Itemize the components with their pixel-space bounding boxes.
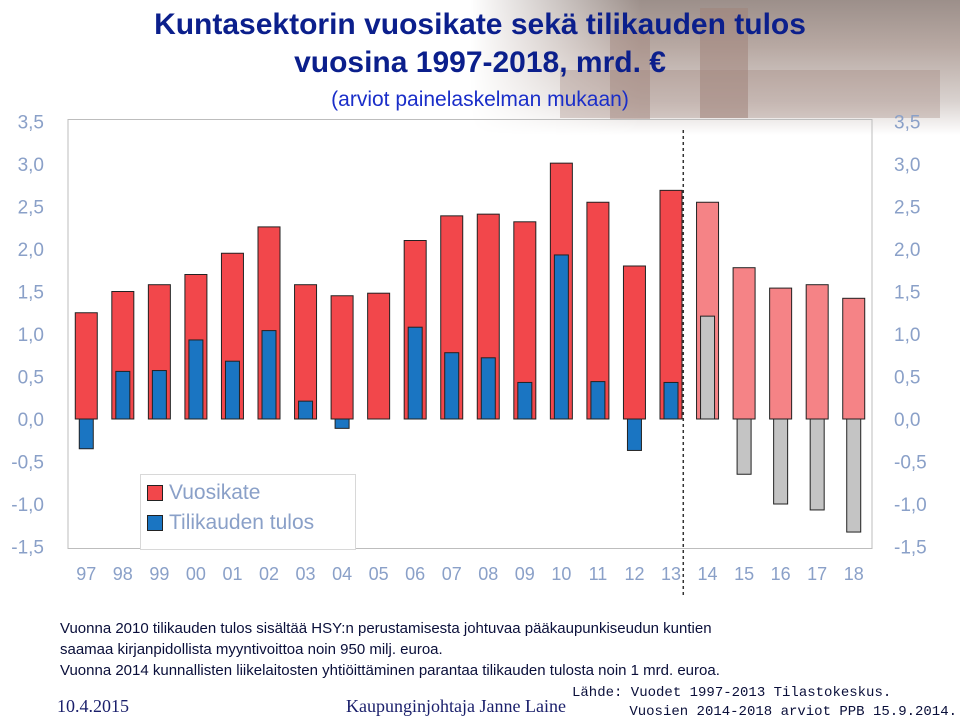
y-tick-label-right: 0,5 <box>894 368 920 389</box>
bar-tilikauden-tulos-99 <box>151 370 167 420</box>
x-tick-label: 14 <box>698 564 718 584</box>
source-line-1: Lähde: Vuodet 1997-2013 Tilastokeskus. <box>572 685 892 701</box>
bar-tilikauden-tulos-12 <box>626 418 642 451</box>
bar-tilikauden-tulos-17 <box>809 418 825 511</box>
source-note: Lähde: Vuodet 1997-2013 Tilastokeskus. V… <box>572 684 957 722</box>
bar-tilikauden-tulos-06 <box>407 326 423 420</box>
bar-tilikauden-tulos-98 <box>115 370 131 420</box>
x-tick-label: 12 <box>624 564 644 584</box>
chart-title-line-1: Kuntasektorin vuosikate sekä tilikauden … <box>154 8 806 41</box>
bar-vuosikate-12 <box>622 265 646 420</box>
x-tick-label: 99 <box>149 564 169 584</box>
bar-tilikauden-tulos-18 <box>846 418 862 533</box>
x-tick-label: 97 <box>76 564 96 584</box>
x-tick-label: 18 <box>844 564 864 584</box>
bar-vuosikate-97 <box>74 312 98 420</box>
bar-tilikauden-tulos-04 <box>334 418 350 429</box>
y-tick-label-right: 0,0 <box>894 410 920 431</box>
bar-vuosikate-05 <box>367 292 391 420</box>
note-line: saamaa kirjanpidollista myyntivoittoa no… <box>60 641 443 658</box>
y-tick-label-right: 2,5 <box>894 198 920 219</box>
bar-tilikauden-tulos-00 <box>188 339 204 420</box>
x-tick-label: 07 <box>442 564 462 584</box>
bar-tilikauden-tulos-08 <box>480 357 496 420</box>
bar-vuosikate-04 <box>330 295 354 420</box>
castle-tower-shape <box>610 30 650 120</box>
bar-vuosikate-15 <box>732 267 756 420</box>
y-tick-label-left: 0,5 <box>18 368 44 389</box>
x-tick-label: 06 <box>405 564 425 584</box>
y-tick-label-right: -0,5 <box>894 453 927 474</box>
x-tick-label: 09 <box>515 564 535 584</box>
chart-legend: Vuosikate Tilikauden tulos <box>140 474 356 550</box>
bar-tilikauden-tulos-97 <box>78 418 94 450</box>
bar-tilikauden-tulos-02 <box>261 330 277 420</box>
source-line-2: Vuosien 2014-2018 arviot PPB 15.9.2014. <box>629 704 957 720</box>
footer-author: Kaupunginjohtaja Janne Laine <box>346 696 566 716</box>
y-tick-label-left: -1,0 <box>11 495 44 516</box>
note-line: Vuonna 2014 kunnallisten liikelaitosten … <box>60 662 720 679</box>
y-tick-label-right: 1,5 <box>894 283 920 304</box>
bar-tilikauden-tulos-01 <box>224 360 240 420</box>
y-tick-label-left: 0,0 <box>18 410 44 431</box>
bar-vuosikate-17 <box>805 284 829 420</box>
bar-tilikauden-tulos-13 <box>663 381 679 420</box>
bar-vuosikate-03 <box>294 284 318 420</box>
x-tick-label: 01 <box>222 564 242 584</box>
bar-tilikauden-tulos-03 <box>298 400 314 420</box>
legend-label-vuosikate: Vuosikate <box>169 481 261 504</box>
bar-vuosikate-16 <box>769 287 793 420</box>
footer-date: 10.4.2015 <box>57 696 129 716</box>
y-tick-label-right: 1,0 <box>894 325 920 346</box>
y-tick-label-right: 3,5 <box>894 113 920 134</box>
y-tick-label-left: 3,5 <box>18 113 44 134</box>
x-tick-label: 17 <box>807 564 827 584</box>
x-tick-label: 10 <box>551 564 571 584</box>
x-tick-label: 11 <box>589 564 608 584</box>
bar-tilikauden-tulos-10 <box>553 254 569 420</box>
x-tick-label: 16 <box>771 564 791 584</box>
y-tick-label-left: 2,5 <box>18 198 44 219</box>
legend-item-tilikauden-tulos: Tilikauden tulos <box>147 511 314 535</box>
bar-tilikauden-tulos-11 <box>590 381 606 420</box>
castle-tower-shape <box>700 8 748 118</box>
y-tick-label-left: 3,0 <box>18 155 44 176</box>
x-tick-label: 08 <box>478 564 498 584</box>
y-tick-label-left: 2,0 <box>18 240 44 261</box>
bar-tilikauden-tulos-15 <box>736 418 752 475</box>
bar-tilikauden-tulos-16 <box>773 418 789 505</box>
legend-swatch-tilikauden-tulos <box>147 515 163 531</box>
y-tick-label-right: -1,0 <box>894 495 927 516</box>
y-tick-label-left: 1,0 <box>18 325 44 346</box>
legend-swatch-vuosikate <box>147 485 163 501</box>
x-tick-label: 00 <box>186 564 206 584</box>
bar-tilikauden-tulos-14 <box>700 315 716 420</box>
y-tick-label-left: -0,5 <box>11 453 44 474</box>
x-tick-label: 02 <box>259 564 279 584</box>
x-tick-label: 04 <box>332 564 352 584</box>
bar-chart: -1,5 -1,5 -1,0 -1,0 -0,5 -0,5 0,0 0,0 0,5 0,5 1,0 1… <box>11 113 927 598</box>
plot-frame <box>67 119 873 549</box>
bar-tilikauden-tulos-09 <box>517 381 533 420</box>
x-tick-label: 98 <box>113 564 133 584</box>
x-tick-label: 03 <box>296 564 316 584</box>
legend-label-tilikauden-tulos: Tilikauden tulos <box>169 511 315 534</box>
chart-title-line-2: vuosina 1997-2018, mrd. € <box>294 46 666 79</box>
x-tick-label: 15 <box>734 564 754 584</box>
x-tick-label: 05 <box>369 564 389 584</box>
y-tick-label-left: 1,5 <box>18 283 44 304</box>
y-tick-label-right: 3,0 <box>894 155 920 176</box>
y-tick-label-right: 2,0 <box>894 240 920 261</box>
note-line: Vuonna 2010 tilikauden tulos sisältää HS… <box>60 620 712 637</box>
bar-tilikauden-tulos-07 <box>444 352 460 420</box>
castle-wall-shape <box>560 70 940 118</box>
bar-vuosikate-18 <box>842 297 866 420</box>
y-tick-label-right: -1,5 <box>894 538 927 559</box>
legend-item-vuosikate: Vuosikate <box>147 481 260 505</box>
y-tick-label-left: -1,5 <box>11 538 44 559</box>
x-tick-label: 13 <box>661 564 681 584</box>
footnotes: Vuonna 2010 tilikauden tulos sisältää HS… <box>60 618 950 681</box>
chart-subtitle: (arviot painelaskelman mukaan) <box>331 88 629 111</box>
